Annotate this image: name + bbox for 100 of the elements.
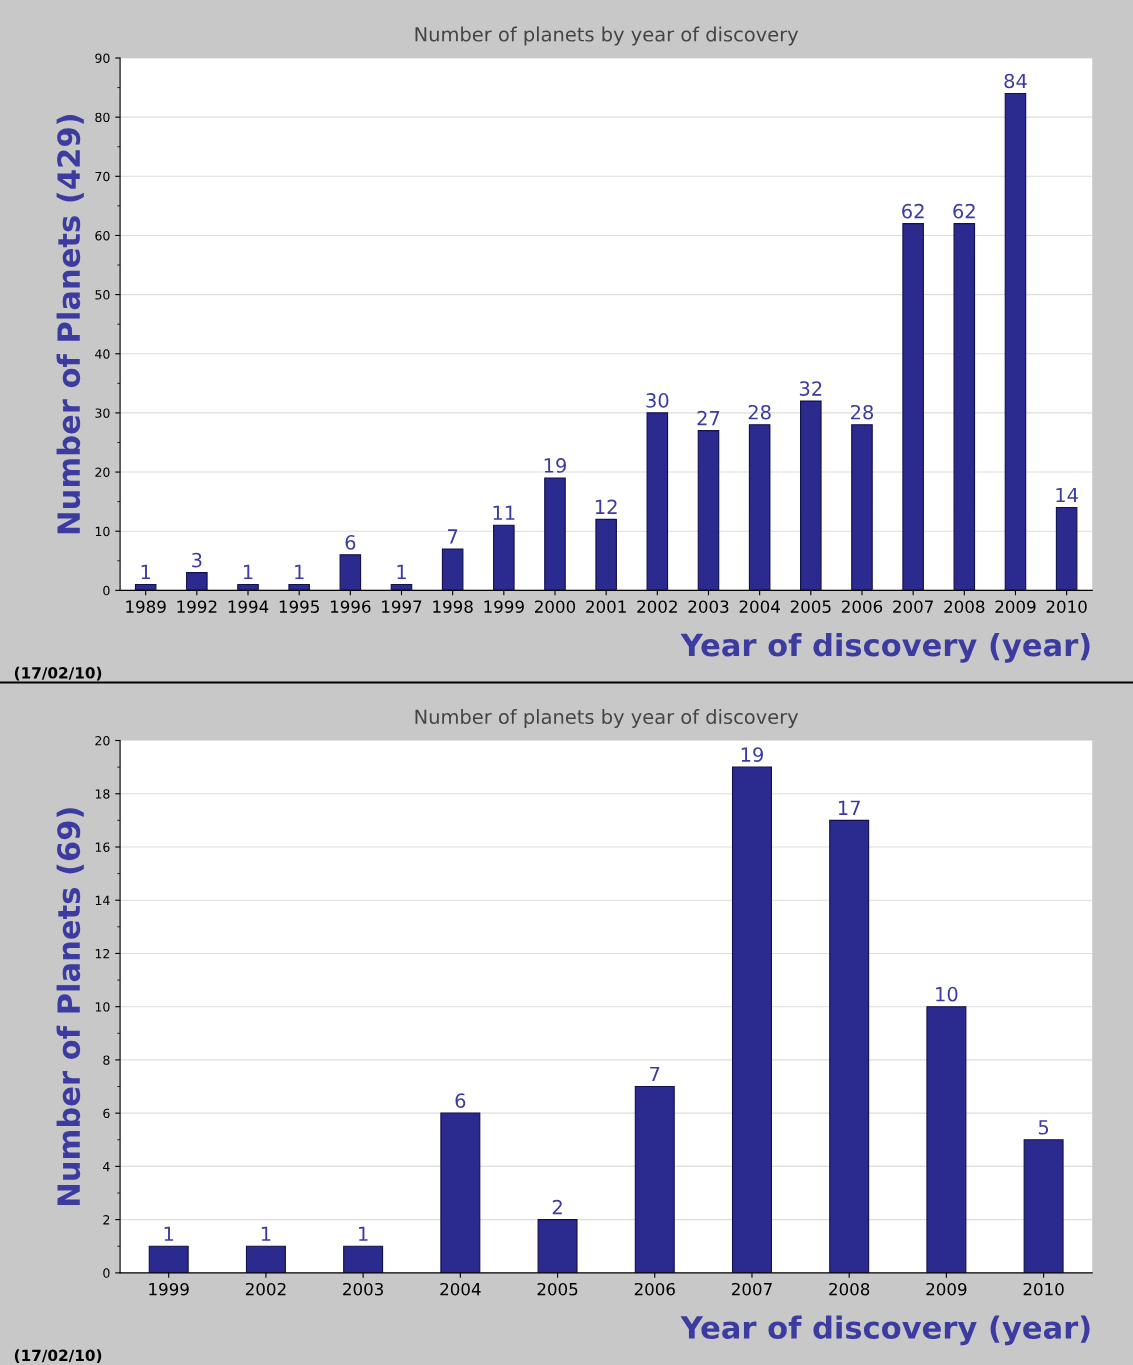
bar (134, 583, 157, 591)
bar (697, 430, 720, 591)
x-tick-label: 2004 (440, 1282, 481, 1296)
y-tick-label: 6 (103, 1108, 110, 1119)
data-label: 2 (552, 1199, 562, 1215)
y-tick-label: 16 (95, 842, 110, 852)
data-label: 1 (397, 564, 406, 580)
bar (748, 424, 771, 591)
data-label: 62 (902, 203, 924, 219)
bar (343, 1245, 384, 1273)
bar (902, 223, 924, 591)
x-tick-label: 1989 (126, 600, 166, 613)
y-tick-label: 20 (95, 467, 110, 477)
data-label: 27 (697, 410, 720, 426)
bar (148, 1245, 189, 1273)
chart-title: Number of planets by year of discovery (415, 26, 799, 46)
y-tick-label: 0 (103, 1268, 110, 1278)
bar (537, 1219, 578, 1273)
x-tick-label: 2000 (535, 600, 576, 613)
data-label: 7 (650, 1066, 660, 1082)
y-tick-label: 90 (95, 53, 110, 63)
bar (237, 583, 259, 591)
x-tick-label: 2009 (926, 1282, 967, 1296)
data-label: 10 (936, 986, 958, 1002)
data-label: 84 (1004, 73, 1027, 89)
y-tick-label: 4 (103, 1162, 110, 1172)
x-tick-label: 2002 (637, 600, 677, 613)
data-label: 62 (953, 203, 975, 219)
bar (186, 572, 208, 591)
data-label: 12 (595, 499, 617, 514)
x-tick-label: 1992 (177, 600, 217, 613)
data-label: 19 (544, 458, 566, 473)
y-axis-title: Number of Planets (69) (56, 808, 84, 1205)
bar (1055, 506, 1078, 591)
bar (731, 766, 772, 1273)
bar (800, 400, 822, 591)
x-tick-label: 2007 (893, 600, 933, 613)
y-tick-label: 40 (95, 349, 110, 359)
x-tick-label: 2006 (634, 1282, 675, 1296)
bar (926, 1006, 967, 1273)
y-tick-label: 60 (95, 230, 110, 241)
data-label: 3 (192, 552, 202, 568)
bar (595, 518, 617, 591)
x-axis-title: Year of discovery (year) (680, 632, 1090, 663)
data-label: 11 (493, 505, 515, 520)
x-tick-label: 1999 (149, 1282, 189, 1296)
text: (17/02/10) (14, 1349, 102, 1363)
y-tick-label: 8 (103, 1055, 110, 1065)
bar (851, 424, 873, 591)
bar (544, 477, 566, 591)
data-label: 1 (141, 564, 151, 580)
y-tick-label: 10 (95, 1002, 110, 1012)
bar (634, 1085, 675, 1273)
bar (440, 1112, 481, 1273)
y-tick-label: 12 (95, 948, 110, 959)
x-tick-label: 1994 (228, 600, 269, 613)
x-tick-label: 2007 (731, 1282, 772, 1296)
chart-title: Number of planets by year of discovery (415, 709, 799, 728)
y-tick-label: 20 (95, 735, 110, 746)
x-tick-label: 1997 (382, 600, 422, 613)
bar (1004, 92, 1027, 591)
x-tick-label: 1999 (484, 600, 524, 613)
y-tick-label: 14 (95, 895, 110, 905)
x-tick-label: 1998 (433, 600, 473, 613)
x-tick-label: 2003 (688, 600, 729, 613)
data-label: 28 (748, 404, 771, 420)
y-tick-label: 80 (95, 112, 110, 123)
x-tick-label: 2002 (245, 1282, 286, 1296)
data-label: 30 (646, 393, 669, 408)
data-label: 1 (164, 1226, 174, 1241)
y-tick-label: 50 (95, 290, 110, 300)
x-tick-label: 1996 (330, 600, 371, 613)
text: (17/02/10) (14, 666, 102, 681)
bar (953, 223, 976, 591)
x-tick-label: 2005 (790, 600, 831, 613)
x-tick-label: 2006 (841, 600, 883, 613)
data-label: 6 (345, 535, 356, 550)
y-tick-label: 0 (103, 585, 110, 596)
bar (288, 583, 310, 591)
bar (1023, 1139, 1064, 1273)
bar (441, 548, 464, 591)
data-label: 7 (448, 529, 458, 544)
y-tick-label: 18 (95, 789, 110, 799)
x-tick-label: 2009 (995, 600, 1036, 613)
bar (646, 412, 669, 591)
data-label: 32 (799, 381, 822, 396)
x-tick-label: 2003 (343, 1282, 383, 1296)
data-label: 1 (243, 564, 253, 580)
data-label: 1 (359, 1226, 368, 1241)
x-tick-label: 2008 (829, 1282, 870, 1296)
data-label: 5 (1038, 1120, 1049, 1135)
x-tick-label: 2005 (537, 1282, 578, 1296)
bar (390, 583, 413, 591)
y-tick-label: 2 (103, 1215, 110, 1225)
data-label: 1 (295, 564, 304, 580)
x-tick-label: 1995 (279, 600, 319, 613)
x-tick-label: 2010 (1023, 1282, 1064, 1296)
data-label: 28 (851, 404, 874, 420)
bar (339, 554, 362, 591)
y-tick-label: 30 (95, 408, 110, 418)
